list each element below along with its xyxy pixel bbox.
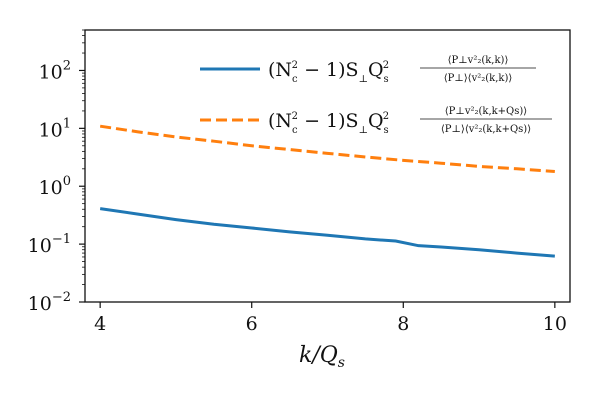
x-tick-label: 10	[543, 313, 567, 335]
y-axis: 10−2 10−1 100 101 102	[28, 29, 85, 315]
legend-label-1: (Nc2 − 1)S⊥Qs2	[268, 59, 389, 85]
legend-denominator-2: ⟨P⊥⟩⟨v²₂(k,k+Qs)⟩	[441, 124, 531, 135]
x-axis: 4 6 8 10	[94, 302, 567, 335]
y-tick-label: 10−2	[28, 290, 71, 315]
y-tick-label: 102	[39, 58, 71, 83]
x-tick-label: 6	[246, 313, 258, 335]
legend-denominator-1: ⟨P⊥⟩⟨v²₂(k,k)⟩	[444, 73, 513, 84]
legend-numerator-1: ⟨P⊥v²₂(k,k)⟩	[448, 55, 509, 66]
legend: (Nc2 − 1)S⊥Qs2 ⟨P⊥v²₂(k,k)⟩ ⟨P⊥⟩⟨v²₂(k,k…	[200, 55, 552, 136]
x-tick-label: 8	[397, 313, 409, 335]
y-tick-label: 10−1	[28, 232, 71, 257]
series-line-solid	[99, 207, 555, 258]
x-tick-label: 4	[94, 313, 106, 335]
plot-frame	[84, 29, 571, 303]
x-axis-label: k/Qs	[299, 343, 345, 371]
legend-numerator-2: ⟨P⊥v²₂(k,k+Qs)⟩	[445, 106, 528, 117]
y-tick-label: 100	[39, 174, 71, 199]
legend-label-2: (Nc2 − 1)S⊥Qs2	[268, 110, 389, 136]
series-line-dashed	[99, 124, 555, 173]
y-tick-label: 101	[39, 116, 71, 141]
series-layer	[99, 124, 555, 258]
